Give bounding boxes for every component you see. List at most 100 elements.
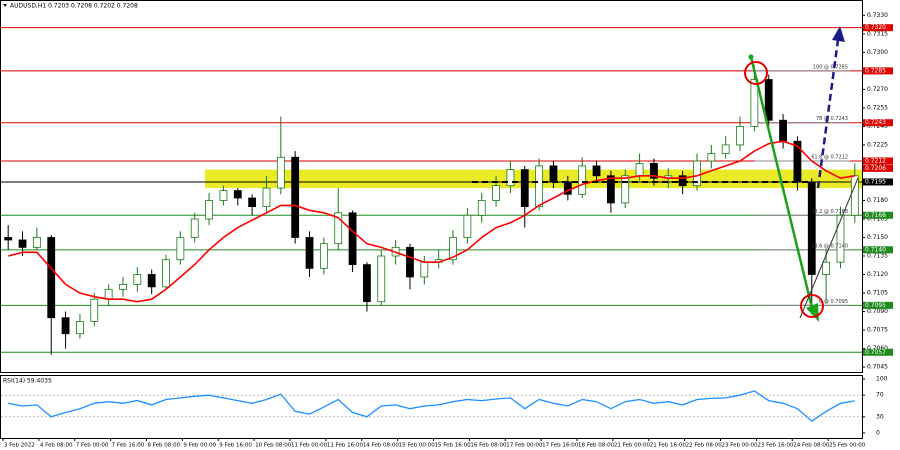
candle-body [836,214,845,263]
candle-body [348,212,357,266]
candle-body [219,190,228,201]
arrow-start [748,54,754,60]
candle-body [707,153,716,162]
candle-body [535,165,544,208]
y-tick-label: 0.7330 [867,12,888,19]
up-arrowhead [832,26,845,42]
x-tick-label: 18 Feb 08:00 [578,443,615,449]
rsi-line [8,390,855,422]
candle-body [807,181,816,275]
y-tick-label: 0.7060 [867,345,888,352]
x-tick-label: 9 Feb 16:00 [219,443,252,449]
level-price-label: 0.7168 [865,212,886,219]
y-tick-label: 0.7225 [867,141,888,148]
x-tick-label: 23 Feb 00:00 [722,443,759,449]
current-price-box [863,164,893,172]
y-tick-label: 0.7135 [867,252,888,259]
x-tick-label: 17 Feb 00:00 [506,443,543,449]
rsi-tick-label: 30 [876,413,884,420]
candle-body [406,246,414,278]
x-tick-label: 9 Feb 00:00 [183,443,216,449]
candle-body [147,274,156,288]
candle-body [420,261,429,278]
x-tick-label: 16 Feb 08:00 [470,443,507,449]
candle-body [850,175,859,216]
candle-body [449,237,457,261]
rsi-tick-label: 0 [876,430,880,437]
candle-body [693,160,701,187]
candle-body [650,163,658,179]
level-price-box [863,301,893,309]
candle-body [162,259,170,288]
y-tick-label: 0.7120 [867,271,888,278]
y-tick-label: 0.7075 [867,327,888,334]
candle-body [190,218,199,238]
candle-body [205,200,213,220]
x-tick-label: 4 Feb 08:00 [40,443,73,449]
level-price-label: 0.7057 [865,349,886,356]
bottom-circle [800,294,824,318]
candle-body [377,255,386,303]
down-arrow [749,56,815,313]
level-price-box [863,119,893,127]
level-price-box [863,348,893,356]
level-price-box [863,67,893,75]
fib-label: 100 @ 0.7285 [813,64,848,70]
candle-body [592,165,601,177]
current-price-label: 0.7206 [865,165,886,172]
y-tick-label: 0.7270 [867,86,888,93]
fib-label: 0 @ 0.7095 [819,299,848,305]
candle-body [506,169,515,187]
x-tick-label: 21 Feb 16:00 [650,443,687,449]
candle-body [635,163,644,177]
candle-body [262,187,271,208]
candle-body [133,274,142,285]
up-arrow [816,39,840,189]
level-price-label: 0.7285 [865,67,886,74]
y-tick-label: 0.7090 [867,308,888,315]
x-tick-label: 17 Feb 16:00 [542,443,579,449]
candle-body [334,212,343,245]
y-tick-label: 0.7255 [867,104,888,111]
level-price-box [863,211,893,219]
candle-body [750,79,759,127]
candle-body [520,169,529,208]
candle-body [678,175,687,187]
candle-body [764,79,773,121]
candle-body [90,298,99,322]
level-price-label: 0.7140 [865,246,886,253]
y-tick-label: 0.7165 [867,215,888,222]
candle-body [736,126,744,146]
rsi-panel [0,375,863,439]
candle-body [61,317,70,335]
level-price-label: 0.7195 [865,178,886,185]
y-tick-label: 0.7105 [867,290,888,297]
level-price-box [863,178,893,186]
candle-body [233,190,242,199]
y-tick-label: 0.7045 [867,364,888,371]
rsi-label: RSI(14) 59.4035 [3,378,52,385]
candle-body [549,165,558,183]
x-tick-label: 15 Feb 00:00 [399,443,436,449]
candle-body [477,200,486,216]
candle-body [319,243,328,269]
x-tick-label: 14 Feb 08:00 [363,443,400,449]
y-tick-label: 0.7315 [867,30,888,37]
level-price-box [863,246,893,254]
x-tick-label: 11 Feb 00:00 [291,443,328,449]
x-tick-label: 11 Feb 16:00 [327,443,364,449]
fib-label: 38.2 @ 0.7168 [811,209,848,215]
top-circle [744,61,768,85]
candle-body [721,144,730,154]
annotations [472,26,859,322]
candle-body [76,321,84,335]
rsi-tick-label: 100 [876,376,888,383]
y-tick-label: 0.7300 [867,49,888,56]
x-tick-label: 24 Feb 08:00 [793,443,830,449]
x-tick-label: 21 Feb 00:00 [614,443,651,449]
fib-label: 61.8 @ 0.7212 [811,154,848,160]
x-tick-label: 10 Feb 08:00 [255,443,292,449]
x-tick-label: 3 Feb 2022 [4,443,35,449]
level-price-box [863,157,893,165]
candle-body [248,197,257,208]
